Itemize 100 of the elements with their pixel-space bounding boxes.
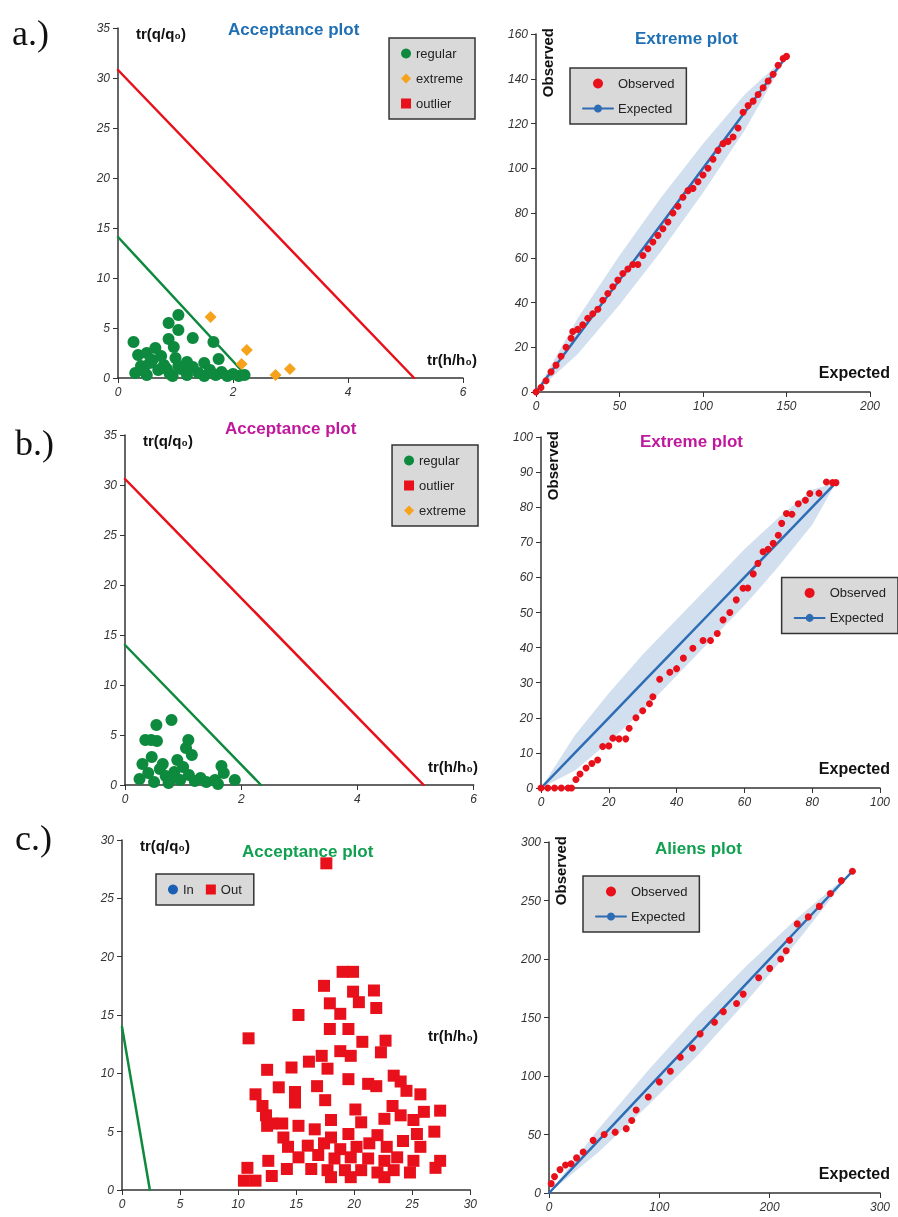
- point: [666, 668, 674, 676]
- text: c.): [15, 818, 52, 858]
- y-tick-label: 100: [507, 161, 529, 176]
- x-tick-label: 20: [346, 1197, 362, 1211]
- y-tick-label: 10: [103, 678, 118, 692]
- legend-label: Expected: [829, 610, 884, 626]
- point: [537, 384, 545, 392]
- y-tick-label: 15: [96, 221, 111, 235]
- point: [609, 734, 617, 742]
- y-tick-label: 40: [519, 640, 534, 655]
- x-axis-title: tr(h/h₀): [426, 351, 477, 368]
- point: [624, 265, 632, 273]
- point: [724, 137, 732, 145]
- y-tick-label: 40: [514, 295, 529, 310]
- y-tick-label: 5: [110, 728, 118, 742]
- point: [777, 955, 785, 963]
- y-tick-label: 160: [507, 27, 529, 41]
- x-tick-label: 80: [805, 795, 820, 809]
- y-axis-title: Observed: [544, 431, 561, 501]
- point: [162, 317, 175, 329]
- x-tick-label: 200: [858, 399, 881, 413]
- point: [562, 1161, 570, 1169]
- point: [619, 269, 627, 277]
- x-tick-label: 300: [869, 1200, 891, 1214]
- x-tick-label: 40: [669, 795, 684, 809]
- point: [156, 758, 169, 770]
- point: [599, 743, 607, 751]
- point: [778, 519, 786, 527]
- y-tick-label: 70: [519, 535, 534, 550]
- point: [542, 377, 550, 385]
- point: [551, 1173, 559, 1181]
- chart-title: Aliens plot: [655, 839, 743, 858]
- point: [149, 342, 162, 354]
- x-tick-label: 6: [470, 792, 478, 806]
- point: [826, 889, 834, 897]
- point: [632, 1106, 640, 1114]
- point: [793, 920, 801, 928]
- point: [709, 155, 717, 163]
- y-tick-label: 100: [512, 430, 534, 444]
- point: [726, 609, 734, 616]
- point: [579, 1148, 587, 1156]
- point: [782, 947, 790, 955]
- point: [766, 964, 774, 972]
- y-tick-label: 200: [519, 952, 542, 966]
- point: [786, 936, 794, 944]
- legend-label: outlier: [416, 96, 453, 111]
- point: [704, 164, 712, 172]
- x-axis-title: tr(h/h₀): [427, 1027, 478, 1044]
- point: [654, 231, 662, 239]
- x-tick-label: 0: [121, 792, 129, 806]
- y-axis-title: tr(q/q₀): [140, 837, 191, 854]
- y-tick-label: 15: [103, 628, 118, 642]
- y-tick-label: 10: [519, 745, 534, 760]
- chart-title: Extreme plot: [635, 29, 739, 48]
- point: [604, 290, 612, 298]
- point: [625, 724, 633, 732]
- point: [133, 773, 146, 785]
- point: [551, 784, 559, 792]
- point: [207, 336, 220, 348]
- point: [600, 1131, 608, 1138]
- x-tick-label: 2: [236, 792, 245, 806]
- y-tick-label: 50: [527, 1127, 542, 1142]
- point: [684, 187, 692, 195]
- point: [739, 990, 747, 998]
- point: [572, 776, 580, 784]
- y-tick-label: 25: [99, 891, 115, 906]
- point: [759, 84, 767, 92]
- point: [788, 510, 796, 518]
- y-tick-label: 120: [507, 116, 529, 131]
- x-tick-label: 200: [758, 1200, 780, 1214]
- x-tick-label: 0: [545, 1200, 553, 1214]
- chart-title: Acceptance plot: [242, 842, 374, 861]
- point: [649, 693, 657, 701]
- y-tick-label: 20: [99, 949, 115, 964]
- y-axis-title: tr(q/q₀): [143, 432, 194, 449]
- point: [645, 700, 653, 708]
- point: [732, 596, 740, 604]
- point: [689, 644, 697, 652]
- point: [749, 570, 757, 578]
- y-tick-label: 25: [102, 528, 118, 542]
- point: [217, 767, 230, 779]
- y-tick-label: 140: [507, 71, 529, 86]
- x-tick-label: 30: [463, 1197, 478, 1211]
- point: [744, 102, 752, 110]
- x-tick-label: 100: [869, 795, 891, 809]
- y-tick-label: 5: [103, 321, 111, 335]
- point: [562, 343, 570, 351]
- point: [567, 334, 575, 342]
- point: [136, 758, 149, 770]
- x-tick-label: 50: [612, 399, 627, 413]
- point: [801, 496, 809, 504]
- point: [155, 350, 168, 362]
- point: [599, 296, 607, 304]
- point: [644, 1093, 652, 1101]
- point: [639, 252, 647, 260]
- y-tick-label: 300: [520, 835, 542, 849]
- point: [837, 877, 845, 885]
- point: [557, 352, 565, 360]
- legend-label: extreme: [416, 71, 464, 86]
- y-tick-label: 20: [513, 340, 529, 355]
